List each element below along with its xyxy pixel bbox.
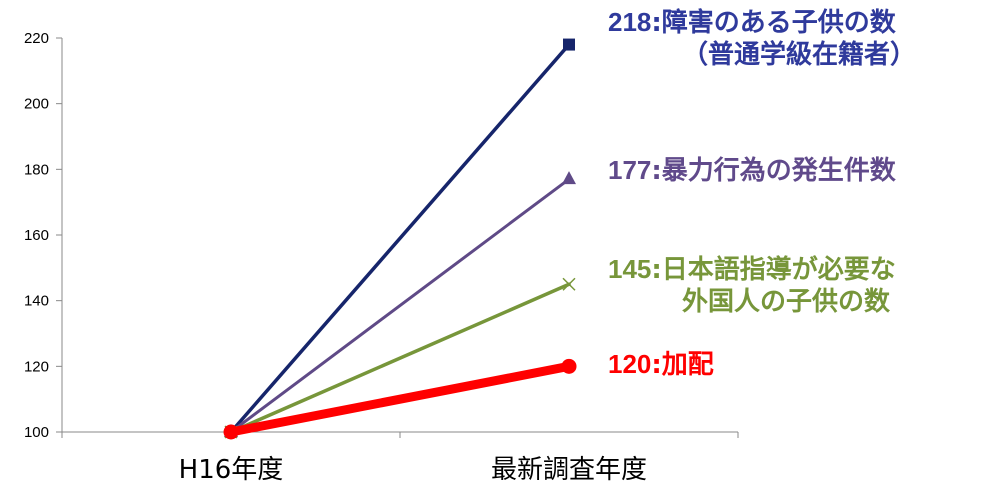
y-tick-label: 100 xyxy=(24,424,49,441)
data-point-circle xyxy=(561,358,577,374)
series-line xyxy=(229,282,571,434)
y-tick-label: 200 xyxy=(24,96,49,113)
series-lines xyxy=(223,38,577,440)
y-tick-label: 140 xyxy=(24,293,49,310)
annotation-label: 暴力行為の発生件数 xyxy=(661,156,896,186)
data-point-x xyxy=(562,277,576,291)
annotation-separator: : xyxy=(651,255,662,285)
x-category-label: H16年度 xyxy=(179,455,284,485)
annotation-value: 120 xyxy=(608,349,652,379)
series-annotation: 145:日本語指導が必要な 外国人の子供の数 xyxy=(608,253,896,318)
y-tick-label: 160 xyxy=(24,227,49,244)
y-tick-label: 180 xyxy=(24,161,49,178)
annotation-label-line2: 外国人の子供の数 xyxy=(682,287,891,317)
series-line xyxy=(226,361,574,437)
annotation-label-line2: （普通学級在籍者） xyxy=(682,40,917,70)
annotation-separator: : xyxy=(651,8,662,38)
annotation-value: 145 xyxy=(608,254,652,284)
annotation-value: 177 xyxy=(608,155,652,185)
y-tick-label: 120 xyxy=(24,358,49,375)
annotation-label: 日本語指導が必要な xyxy=(661,255,896,285)
annotation-label: 障害のある子供の数 xyxy=(661,8,896,38)
y-ticks: 100 120 140 160 180 200 220 xyxy=(24,30,62,441)
x-category-labels: H16年度 最新調査年度 xyxy=(61,432,739,485)
x-category-label: 最新調査年度 xyxy=(491,455,647,485)
annotation-separator: : xyxy=(651,156,662,186)
y-tick-label: 220 xyxy=(24,30,49,47)
data-point-square xyxy=(563,38,575,51)
annotation-label: 加配 xyxy=(661,350,714,380)
data-point-circle xyxy=(223,424,239,440)
annotation-separator: : xyxy=(651,350,662,380)
series-line xyxy=(229,177,571,434)
data-point-triangle xyxy=(562,171,576,185)
series-annotation: 120:加配 xyxy=(608,348,714,381)
series-line xyxy=(229,42,571,434)
series-annotation: 177:暴力行為の発生件数 xyxy=(608,154,896,187)
annotation-value: 218 xyxy=(608,7,652,37)
series-annotation: 218:障害のある子供の数 （普通学級在籍者） xyxy=(608,6,916,71)
